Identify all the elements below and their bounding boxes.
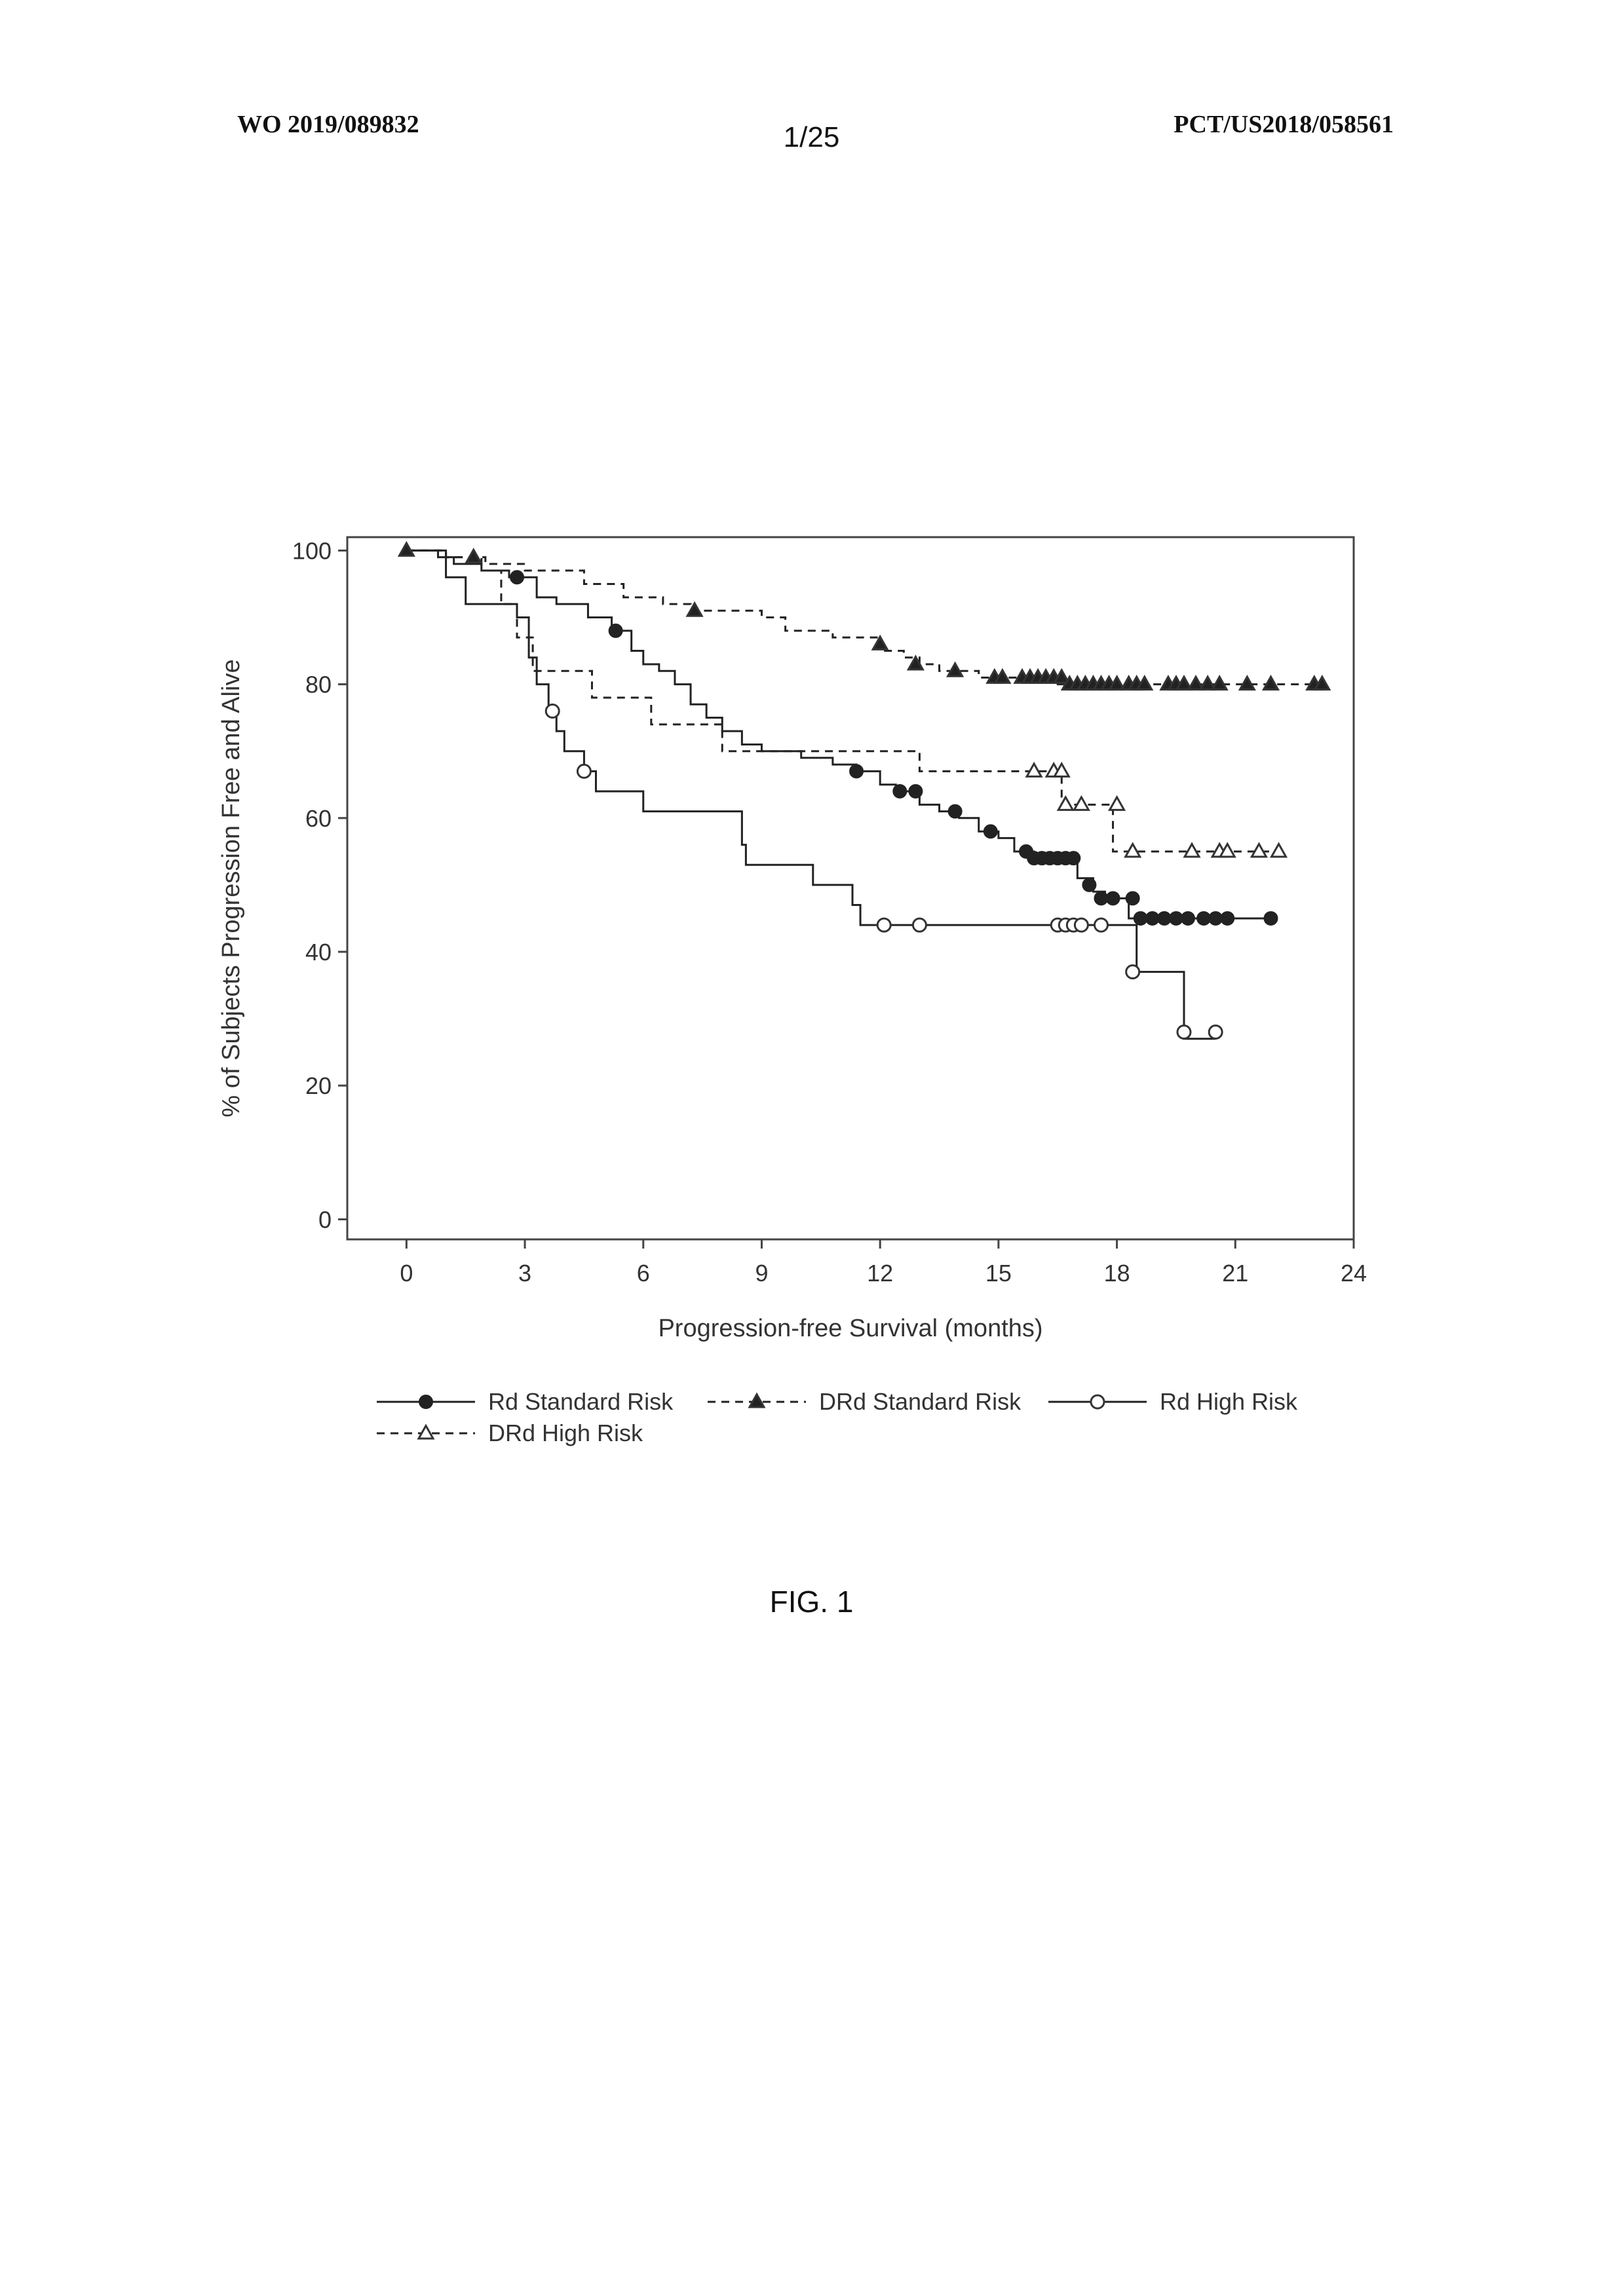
series-1-marker xyxy=(1105,891,1120,906)
series-1-marker xyxy=(1094,891,1109,906)
application-number: PCT/US2018/058561 xyxy=(1174,111,1394,138)
series-3-marker xyxy=(1073,917,1089,933)
marker-layer xyxy=(397,540,1331,1040)
series-2-marker xyxy=(1198,675,1217,691)
kaplan-meier-chart: 0 3 6 9 12 15 18 21 24 0 20 40 60 80 100 Progression-f… xyxy=(218,536,1367,1446)
series-2-marker xyxy=(946,661,964,677)
series-layer xyxy=(406,549,1322,1040)
series-2-marker xyxy=(465,548,483,564)
series-2-marker xyxy=(871,634,889,650)
series-4-marker xyxy=(1124,842,1142,858)
x-tick-label: 12 xyxy=(867,1260,893,1287)
x-tick-label: 24 xyxy=(1341,1260,1367,1287)
series-2-marker xyxy=(993,668,1012,684)
series-3-marker xyxy=(876,917,892,933)
series-line-1 xyxy=(406,549,1275,920)
x-tick-label: 18 xyxy=(1104,1260,1130,1287)
series-4-marker xyxy=(1108,795,1126,811)
series-3-marker xyxy=(1125,964,1141,980)
plot-frame xyxy=(346,536,1355,1241)
series-2-marker xyxy=(1187,675,1205,691)
series-3-marker xyxy=(1176,1025,1192,1040)
series-2-marker xyxy=(685,601,704,617)
x-axis-label: Progression-free Survival (months) xyxy=(658,1315,1042,1342)
series-4-marker xyxy=(1025,761,1043,778)
series-1-marker xyxy=(1263,911,1278,926)
legend: Rd Standard Risk DRd Standard Risk Rd High… xyxy=(377,1388,1298,1446)
y-tick-label: 80 xyxy=(305,671,332,698)
series-4-marker xyxy=(1250,842,1269,858)
series-1-marker xyxy=(608,623,623,638)
y-tick-label: 20 xyxy=(305,1072,332,1099)
series-1-marker xyxy=(1145,911,1160,926)
series-2-marker xyxy=(1175,675,1193,691)
series-2-marker xyxy=(1210,675,1229,691)
series-3-marker xyxy=(1093,917,1109,933)
series-4-marker xyxy=(1269,842,1288,858)
y-axis-label: % of Subjects Progression Free and Alive xyxy=(218,659,245,1117)
series-4-marker xyxy=(1072,795,1090,811)
x-tick-label: 9 xyxy=(755,1260,768,1287)
series-2-marker xyxy=(1136,675,1154,691)
legend-label: DRd Standard Risk xyxy=(819,1388,1022,1415)
x-tick-label: 6 xyxy=(637,1260,650,1287)
legend-marker xyxy=(1090,1394,1105,1410)
series-1-marker xyxy=(849,764,864,779)
axes: 0 3 6 9 12 15 18 21 24 0 20 40 60 80 100 xyxy=(292,537,1367,1287)
series-3-marker xyxy=(1208,1025,1223,1040)
series-1-marker xyxy=(892,783,907,799)
series-3-marker xyxy=(576,763,592,779)
series-2-marker xyxy=(906,654,925,671)
legend-marker xyxy=(748,1392,766,1408)
x-tick-label: 21 xyxy=(1222,1260,1248,1287)
series-1-marker xyxy=(1181,911,1196,926)
y-tick-label: 40 xyxy=(305,939,332,966)
series-1-marker xyxy=(1066,851,1081,866)
y-tick-label: 100 xyxy=(292,537,332,564)
series-2-marker xyxy=(1261,675,1280,691)
legend-label: Rd Standard Risk xyxy=(488,1388,674,1415)
series-line-3 xyxy=(406,549,1216,1040)
series-2-marker xyxy=(397,540,415,557)
series-line-4 xyxy=(406,549,1283,853)
series-1-marker xyxy=(1133,911,1148,926)
series-1-marker xyxy=(510,570,525,585)
x-tick-label: 0 xyxy=(400,1260,413,1287)
page-number: 1/25 xyxy=(783,121,840,153)
series-2-marker xyxy=(1052,668,1071,684)
legend-label: Rd High Risk xyxy=(1160,1388,1298,1415)
series-4-marker xyxy=(1183,842,1201,858)
series-1-marker xyxy=(1208,911,1223,926)
series-1-marker xyxy=(947,804,963,819)
series-2-marker xyxy=(1108,675,1126,691)
legend-marker xyxy=(419,1395,433,1409)
series-1-marker xyxy=(1082,877,1097,892)
y-tick-label: 0 xyxy=(318,1206,332,1233)
series-1-marker xyxy=(1196,911,1212,926)
series-1-marker xyxy=(983,824,998,839)
series-2-marker xyxy=(1313,675,1331,691)
series-1-marker xyxy=(908,783,923,799)
series-1-marker xyxy=(1220,911,1235,926)
series-1-marker xyxy=(1125,891,1140,906)
series-2-marker xyxy=(1238,675,1256,691)
y-tick-label: 60 xyxy=(305,805,332,832)
series-3-marker xyxy=(911,917,927,933)
legend-label: DRd High Risk xyxy=(488,1420,643,1446)
series-4-marker xyxy=(1218,842,1236,858)
legend-marker xyxy=(417,1423,435,1440)
x-tick-label: 3 xyxy=(518,1260,531,1287)
series-4-marker xyxy=(1052,761,1071,778)
figure-caption: FIG. 1 xyxy=(769,1585,854,1619)
patent-number: WO 2019/089832 xyxy=(237,111,419,138)
series-1-marker xyxy=(1168,911,1183,926)
series-line-2 xyxy=(406,549,1322,686)
series-4-marker xyxy=(1056,795,1075,811)
x-tick-label: 15 xyxy=(985,1260,1012,1287)
series-1-marker xyxy=(1156,911,1172,926)
series-3-marker xyxy=(544,703,560,719)
